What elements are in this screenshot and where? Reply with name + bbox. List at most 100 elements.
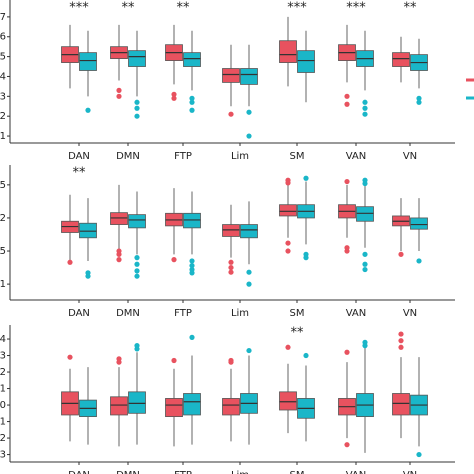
box — [222, 68, 240, 83]
outlier — [246, 133, 252, 139]
x-tick-label: Lim — [231, 308, 249, 319]
x-tick-label: SM — [290, 470, 305, 474]
significance: ** — [177, 1, 191, 16]
x-tick-label: VAN — [346, 308, 367, 319]
significance: *** — [287, 1, 307, 16]
outlier — [134, 261, 140, 267]
y-tick-label: .5 — [0, 246, 6, 257]
outlier — [116, 257, 122, 263]
x-tick-label: DMN — [116, 151, 140, 162]
outlier — [134, 255, 140, 261]
outlier — [344, 93, 350, 99]
outlier — [85, 107, 91, 113]
outlier — [285, 240, 291, 246]
x-tick-label: DAN — [68, 308, 90, 319]
y-tick-label: 4 — [0, 71, 6, 82]
x-tick-label: Lim — [231, 470, 249, 474]
box — [279, 204, 297, 217]
significance: ** — [122, 1, 136, 16]
y-tick-label: .5 — [0, 180, 6, 191]
outlier — [171, 91, 177, 97]
outlier — [116, 87, 122, 93]
box — [183, 393, 201, 416]
outlier — [398, 338, 404, 344]
box — [110, 396, 128, 416]
x-tick-label: VAN — [346, 151, 367, 162]
outlier — [344, 101, 350, 107]
outlier — [134, 268, 140, 274]
box — [183, 52, 201, 67]
x-tick-label: FTP — [174, 308, 192, 319]
x-tick-label: VN — [403, 308, 417, 319]
outlier — [134, 105, 140, 111]
outlier — [344, 178, 350, 185]
outlier — [189, 334, 195, 340]
outlier — [362, 261, 368, 267]
outlier — [116, 93, 122, 99]
box — [240, 68, 258, 85]
x-tick-label: SM — [290, 308, 305, 319]
box — [128, 50, 146, 67]
y-tick-label: 7 — [0, 12, 6, 23]
outlier — [362, 105, 368, 111]
outlier — [171, 257, 177, 263]
x-tick-label: VN — [403, 151, 417, 162]
outlier — [398, 251, 404, 257]
box — [128, 214, 146, 229]
outlier — [362, 180, 368, 187]
outlier — [285, 180, 291, 186]
x-tick-label: VAN — [346, 470, 367, 474]
y-tick-label: 1 — [0, 279, 6, 290]
box — [410, 217, 428, 230]
outlier — [246, 347, 252, 354]
y-tick-label: 3 — [0, 450, 6, 461]
y-tick-label: 5 — [0, 52, 6, 63]
outlier — [228, 111, 234, 117]
outlier — [171, 357, 177, 364]
x-tick-label: Lim — [231, 151, 249, 162]
box — [240, 224, 258, 239]
y-tick-label: 2 — [0, 367, 6, 378]
box — [128, 391, 146, 414]
x-tick-label: DMN — [116, 470, 140, 474]
significance: ** — [404, 1, 418, 16]
outlier — [67, 259, 73, 265]
significance: ** — [73, 166, 87, 181]
outlier — [228, 359, 234, 365]
x-tick-label: DAN — [68, 151, 90, 162]
significance: *** — [69, 1, 89, 16]
outlier — [134, 113, 140, 119]
box — [392, 393, 410, 416]
y-tick-label: 2 — [0, 433, 6, 444]
x-tick-label: DAN — [68, 470, 90, 474]
outlier — [228, 264, 234, 271]
y-tick-label: 1 — [0, 131, 6, 142]
outlier — [134, 273, 140, 279]
outlier — [189, 99, 195, 105]
outlier — [362, 99, 368, 105]
box — [279, 40, 297, 63]
y-tick-label: 1 — [0, 417, 6, 428]
outlier — [171, 95, 177, 101]
outlier — [228, 259, 234, 265]
outlier — [416, 258, 422, 264]
outlier — [362, 266, 368, 273]
outlier — [398, 344, 404, 350]
outlier — [285, 344, 291, 350]
outlier — [362, 251, 368, 257]
outlier — [189, 258, 195, 264]
outlier — [303, 255, 309, 261]
significance: *** — [346, 1, 366, 16]
y-tick-label: 1 — [0, 384, 6, 395]
box — [222, 224, 240, 237]
outlier — [285, 248, 291, 254]
outlier — [189, 270, 195, 276]
outlier — [67, 354, 73, 360]
outlier — [398, 331, 404, 337]
box — [356, 206, 374, 222]
outlier — [344, 442, 350, 448]
outlier — [189, 262, 195, 269]
outlier — [246, 281, 252, 287]
x-tick-label: FTP — [174, 151, 192, 162]
